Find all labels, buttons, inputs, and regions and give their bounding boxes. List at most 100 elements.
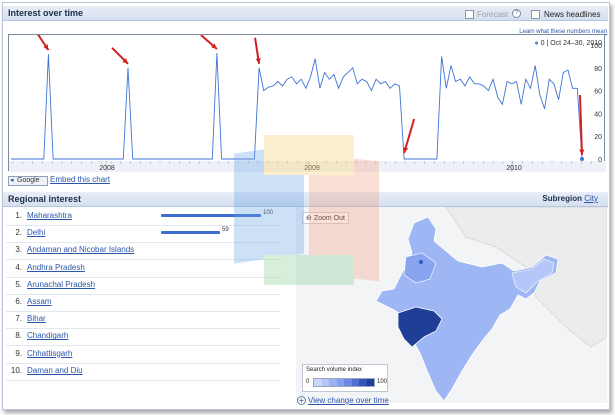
region-rank: 4. <box>15 262 22 272</box>
svi-ramp-swatch <box>329 379 337 386</box>
region-name-link[interactable]: Chhattisgarh <box>27 348 73 358</box>
region-row: 5. Arunachal Pradesh <box>6 278 281 295</box>
region-rank: 6. <box>15 297 22 306</box>
region-row: 7. Bihar <box>6 312 281 330</box>
interest-chart: 2008 2009 2010 100 80 60 40 20 0 <box>8 34 606 172</box>
news-headlines-label: News headlines <box>544 10 601 19</box>
x-tick-label: 2009 <box>304 165 320 172</box>
svi-ramp-swatch <box>359 379 367 386</box>
svi-ramp-swatch <box>321 379 329 386</box>
east-region <box>511 258 555 294</box>
google-button-label: Google <box>17 177 40 184</box>
plus-icon: + <box>297 396 306 405</box>
subregion-label: Subregion <box>542 194 582 203</box>
regional-title: Regional interest <box>8 194 82 204</box>
annotation-arrow <box>403 118 416 154</box>
region-name-link[interactable]: Arunachal Pradesh <box>27 279 96 289</box>
y-tick-label: 20 <box>594 134 602 141</box>
interest-title: Interest over time <box>8 8 84 18</box>
y-tick-label: 60 <box>594 89 602 96</box>
svi-ramp-swatch <box>366 379 374 386</box>
annotation-arrowhead <box>403 147 409 153</box>
region-value-bar <box>161 214 261 217</box>
india-map-svg <box>375 207 607 402</box>
interest-series-line <box>11 52 583 160</box>
x-tick-label: 2010 <box>506 165 522 172</box>
zoom-out-button[interactable]: ⊖ Zoom Out <box>302 212 349 224</box>
forecast-checkbox[interactable] <box>465 10 474 19</box>
y-tick-label: 40 <box>594 111 602 118</box>
view-change-link[interactable]: View change over time <box>308 396 389 405</box>
region-rank: 2. <box>15 228 22 238</box>
legend-series-label: 0 <box>540 40 545 47</box>
region-name-link[interactable]: Andhra Pradesh <box>27 262 85 272</box>
svi-color-ramp <box>313 378 375 387</box>
annotation-arrowhead <box>43 44 49 51</box>
region-name-link[interactable]: Andaman and Nicobar Islands <box>27 245 135 255</box>
help-icon[interactable]: ? <box>512 9 521 18</box>
svi-title: Search volume index <box>306 367 363 373</box>
region-map[interactable]: ⊖ Zoom Out Search volume index 0 100 <box>296 207 607 403</box>
x-axis-band <box>9 161 606 172</box>
embed-chart-link[interactable]: Embed this chart <box>50 175 111 184</box>
zoom-icon: ⊖ <box>306 215 312 222</box>
view-change-over-time[interactable]: + View change over time <box>297 396 389 405</box>
region-name-link[interactable]: Bihar <box>27 314 46 324</box>
region-row: 1. Maharashtra 100 <box>6 209 281 226</box>
svi-ramp-swatch <box>336 379 344 386</box>
y-tick-label: 80 <box>594 66 602 73</box>
region-rank: 10. <box>10 365 22 375</box>
region-row: 8. Chandigarh <box>6 329 281 347</box>
region-name-link[interactable]: Maharashtra <box>27 211 72 220</box>
interest-chart-svg: 2008 2009 2010 100 80 60 40 20 0 <box>9 35 606 172</box>
region-name-link[interactable]: Delhi <box>27 228 46 238</box>
x-tick-label: 2008 <box>99 165 115 172</box>
interest-header: Interest over time <box>3 6 608 21</box>
legend-dot-icon: ● <box>534 40 539 47</box>
neighbor-land <box>445 207 607 348</box>
maharashtra-region <box>397 306 443 348</box>
annotation-arrow <box>579 94 583 156</box>
y-tick-label: 0 <box>598 157 602 164</box>
region-rank: 1. <box>15 211 22 220</box>
region-row: 9. Chhattisgarh <box>6 347 281 364</box>
annotation-arrowhead <box>211 43 217 49</box>
region-rank: 5. <box>15 279 22 289</box>
region-rank: 7. <box>15 314 22 324</box>
region-name-link[interactable]: Chandigarh <box>27 331 69 341</box>
annotation-arrowhead <box>579 149 585 155</box>
chart-legend: ● 0 | Oct 24–30, 2010 <box>534 40 602 47</box>
news-headlines-checkbox[interactable] <box>531 10 540 19</box>
region-rank: 3. <box>15 245 22 255</box>
region-rank: 8. <box>15 331 22 341</box>
region-value-bar <box>161 231 220 235</box>
region-row: 4. Andhra Pradesh <box>6 261 281 278</box>
region-value-label: 100 <box>263 210 274 216</box>
svi-ramp-swatch <box>351 379 359 386</box>
region-name-link[interactable]: Assam <box>27 297 52 306</box>
svi-min: 0 <box>306 379 310 385</box>
forecast-label: Forecast <box>477 10 509 19</box>
delhi-marker <box>419 260 423 264</box>
svi-max: 100 <box>377 379 388 385</box>
region-row: 3. Andaman and Nicobar Islands <box>6 243 281 261</box>
subregion-selector: Subregion City <box>542 194 598 203</box>
regional-header: Regional interest Subregion City <box>3 192 608 207</box>
region-row: 6. Assam <box>6 295 281 312</box>
region-row: 2. Delhi 59 <box>6 226 281 244</box>
region-row: 10. Daman and Diu <box>6 364 281 381</box>
series-end-point <box>580 157 584 161</box>
learn-numbers-link[interactable]: Learn what these numbers mean <box>519 29 607 35</box>
share-arrow-icon: ◂ <box>10 177 14 184</box>
subregion-city-link[interactable]: City <box>584 194 598 203</box>
annotation-arrowhead <box>122 58 129 64</box>
legend-date-range: Oct 24–30, 2010 <box>550 40 602 47</box>
north-region <box>403 252 437 284</box>
search-volume-index-legend: Search volume index 0 100 <box>302 364 388 392</box>
region-name-link[interactable]: Daman and Diu <box>27 365 83 375</box>
svi-ramp-swatch <box>314 379 322 386</box>
google-share-button[interactable]: ◂ Google <box>8 176 48 186</box>
y-tick-label: 100 <box>590 43 602 50</box>
zoom-out-label: Zoom Out <box>313 215 345 222</box>
region-rank: 9. <box>15 348 22 358</box>
